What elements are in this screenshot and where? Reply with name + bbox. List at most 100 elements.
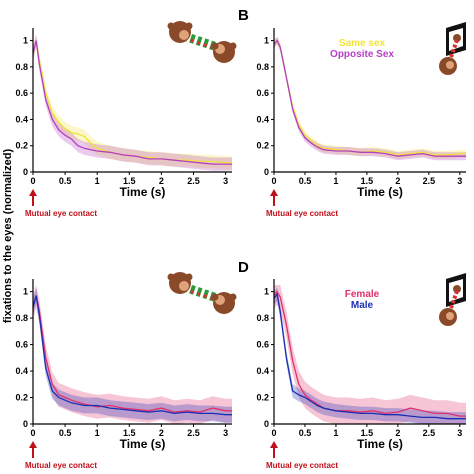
x-tick-label: 1.5 [361,176,374,186]
series-band-C-0 [33,285,232,424]
x-tick-label: 0 [30,176,35,186]
chart-panel-B: 0 0.2 0.4 0.6 0.8 1 0 0.5 1 1.5 2 2.5 3 Time (s) Mutua… [238,7,466,218]
legend-entry: Male [351,300,374,311]
x-tick-label: 2 [159,176,164,186]
x-axis-title-D: Time (s) [357,437,403,451]
x-tick-label: 3 [457,428,462,438]
series-line-C-1 [32,295,232,416]
y-tick-label: 0.8 [256,313,269,323]
monkey-face-0 [179,281,189,291]
y-tick-label: 0.6 [15,340,28,350]
y-tick-label: 0.4 [256,366,269,376]
monkey-ear-left-0 [167,22,175,30]
gaze-beam-red [448,290,459,312]
monkey-ear-left-1 [211,293,219,301]
series-band-D-0 [274,285,466,424]
x-tick-label: 2 [159,428,164,438]
chart-panel-C: 0 0.2 0.4 0.6 0.8 1 0 0.5 1 1.5 2 2.5 3 Time (s) Mutua… [15,272,237,470]
series-line-C-0 [32,295,232,413]
y-tick-label: 0.6 [256,88,269,98]
x-axis-title-B: Time (s) [357,185,403,199]
x-tick-label: 3 [223,176,228,186]
y-tick-label: 0.8 [15,62,28,72]
monkey-ear-right-1 [229,42,237,50]
y-tick-label: 1 [23,287,28,297]
y-tick-label: 0.6 [15,88,28,98]
viewer-monkey-face [446,312,454,320]
legend-entry: Opposite Sex [330,49,394,60]
x-tick-label: 0 [271,428,276,438]
x-tick-label: 0.5 [299,428,312,438]
x-tick-label: 1 [333,176,338,186]
y-tick-label: 0 [23,167,28,177]
monkey-ear-right-0 [185,22,193,30]
x-tick-label: 2.5 [423,428,436,438]
y-tick-label: 0 [23,419,28,429]
panel-letter-B: B [238,7,249,24]
mutual-eye-contact-label: Mutual eye contact [266,461,338,470]
monkey-screen-icon-D [439,273,466,326]
series-line-B-1 [273,39,466,157]
monkey-screen-icon-B [439,22,466,75]
x-tick-label: 3 [223,428,228,438]
mutual-contact-arrow-head [29,441,37,448]
x-tick-label: 0 [271,176,276,186]
y-tick-label: 0.2 [15,393,28,403]
series-line-D-1 [273,292,466,420]
viewer-monkey-face [446,61,454,69]
shared-y-axis-label: fixations to the eyes (normalized) [2,149,14,324]
x-tick-label: 2.5 [423,176,436,186]
monkey-ear-left-0 [167,273,175,281]
panel-letter-D: D [238,259,249,276]
gaze-beam-red [448,39,459,61]
monkey-ear-right-0 [185,273,193,281]
mutual-eye-contact-label: Mutual eye contact [25,209,97,218]
y-tick-label: 0 [264,167,269,177]
y-tick-label: 0.2 [256,393,269,403]
x-tick-label: 1.5 [123,428,136,438]
y-tick-label: 0 [264,419,269,429]
chart-panel-D: 0 0.2 0.4 0.6 0.8 1 0 0.5 1 1.5 2 2.5 3 Time (s) Mutua… [238,259,466,470]
y-tick-label: 0.8 [256,62,269,72]
x-tick-label: 1.5 [361,428,374,438]
chart-panel-A: 0 0.2 0.4 0.6 0.8 1 0 0.5 1 1.5 2 2.5 3 Time (s) Mutua… [15,21,237,218]
y-tick-label: 0.4 [15,366,28,376]
y-tick-label: 1 [264,36,269,46]
x-tick-label: 1.5 [123,176,136,186]
x-tick-label: 0.5 [299,176,312,186]
mutual-contact-arrow-head [270,189,278,196]
legend-entry: Female [345,289,380,300]
x-tick-label: 1 [95,428,100,438]
x-tick-label: 0.5 [59,176,72,186]
y-tick-label: 0.6 [256,340,269,350]
monkey-face-0 [179,30,189,40]
x-axis-title-C: Time (s) [120,437,166,451]
x-tick-label: 2.5 [187,176,200,186]
x-tick-label: 0 [30,428,35,438]
series-line-A-0 [32,40,232,164]
y-tick-label: 0.8 [15,313,28,323]
legend-entry: Same sex [339,38,386,49]
x-tick-label: 0.5 [59,428,72,438]
y-tick-label: 0.2 [15,141,28,151]
mutual-eye-contact-label: Mutual eye contact [266,209,338,218]
monkey-ear-left-1 [211,42,219,50]
y-tick-label: 1 [23,36,28,46]
x-tick-label: 3 [457,176,462,186]
y-tick-label: 0.2 [256,141,269,151]
series-band-C-1 [33,287,232,423]
series-band-A-0 [33,34,232,170]
x-axis-title-A: Time (s) [120,185,166,199]
x-tick-label: 2 [395,428,400,438]
y-tick-label: 0.4 [256,114,269,124]
y-tick-label: 0.4 [15,114,28,124]
x-tick-label: 2.5 [187,428,200,438]
x-tick-label: 1 [333,428,338,438]
mutual-contact-arrow-head [270,441,278,448]
mutual-contact-arrow-head [29,189,37,196]
two-monkeys-icon-C [167,272,237,314]
y-tick-label: 1 [264,287,269,297]
x-tick-label: 1 [95,176,100,186]
series-band-A-1 [33,34,232,171]
